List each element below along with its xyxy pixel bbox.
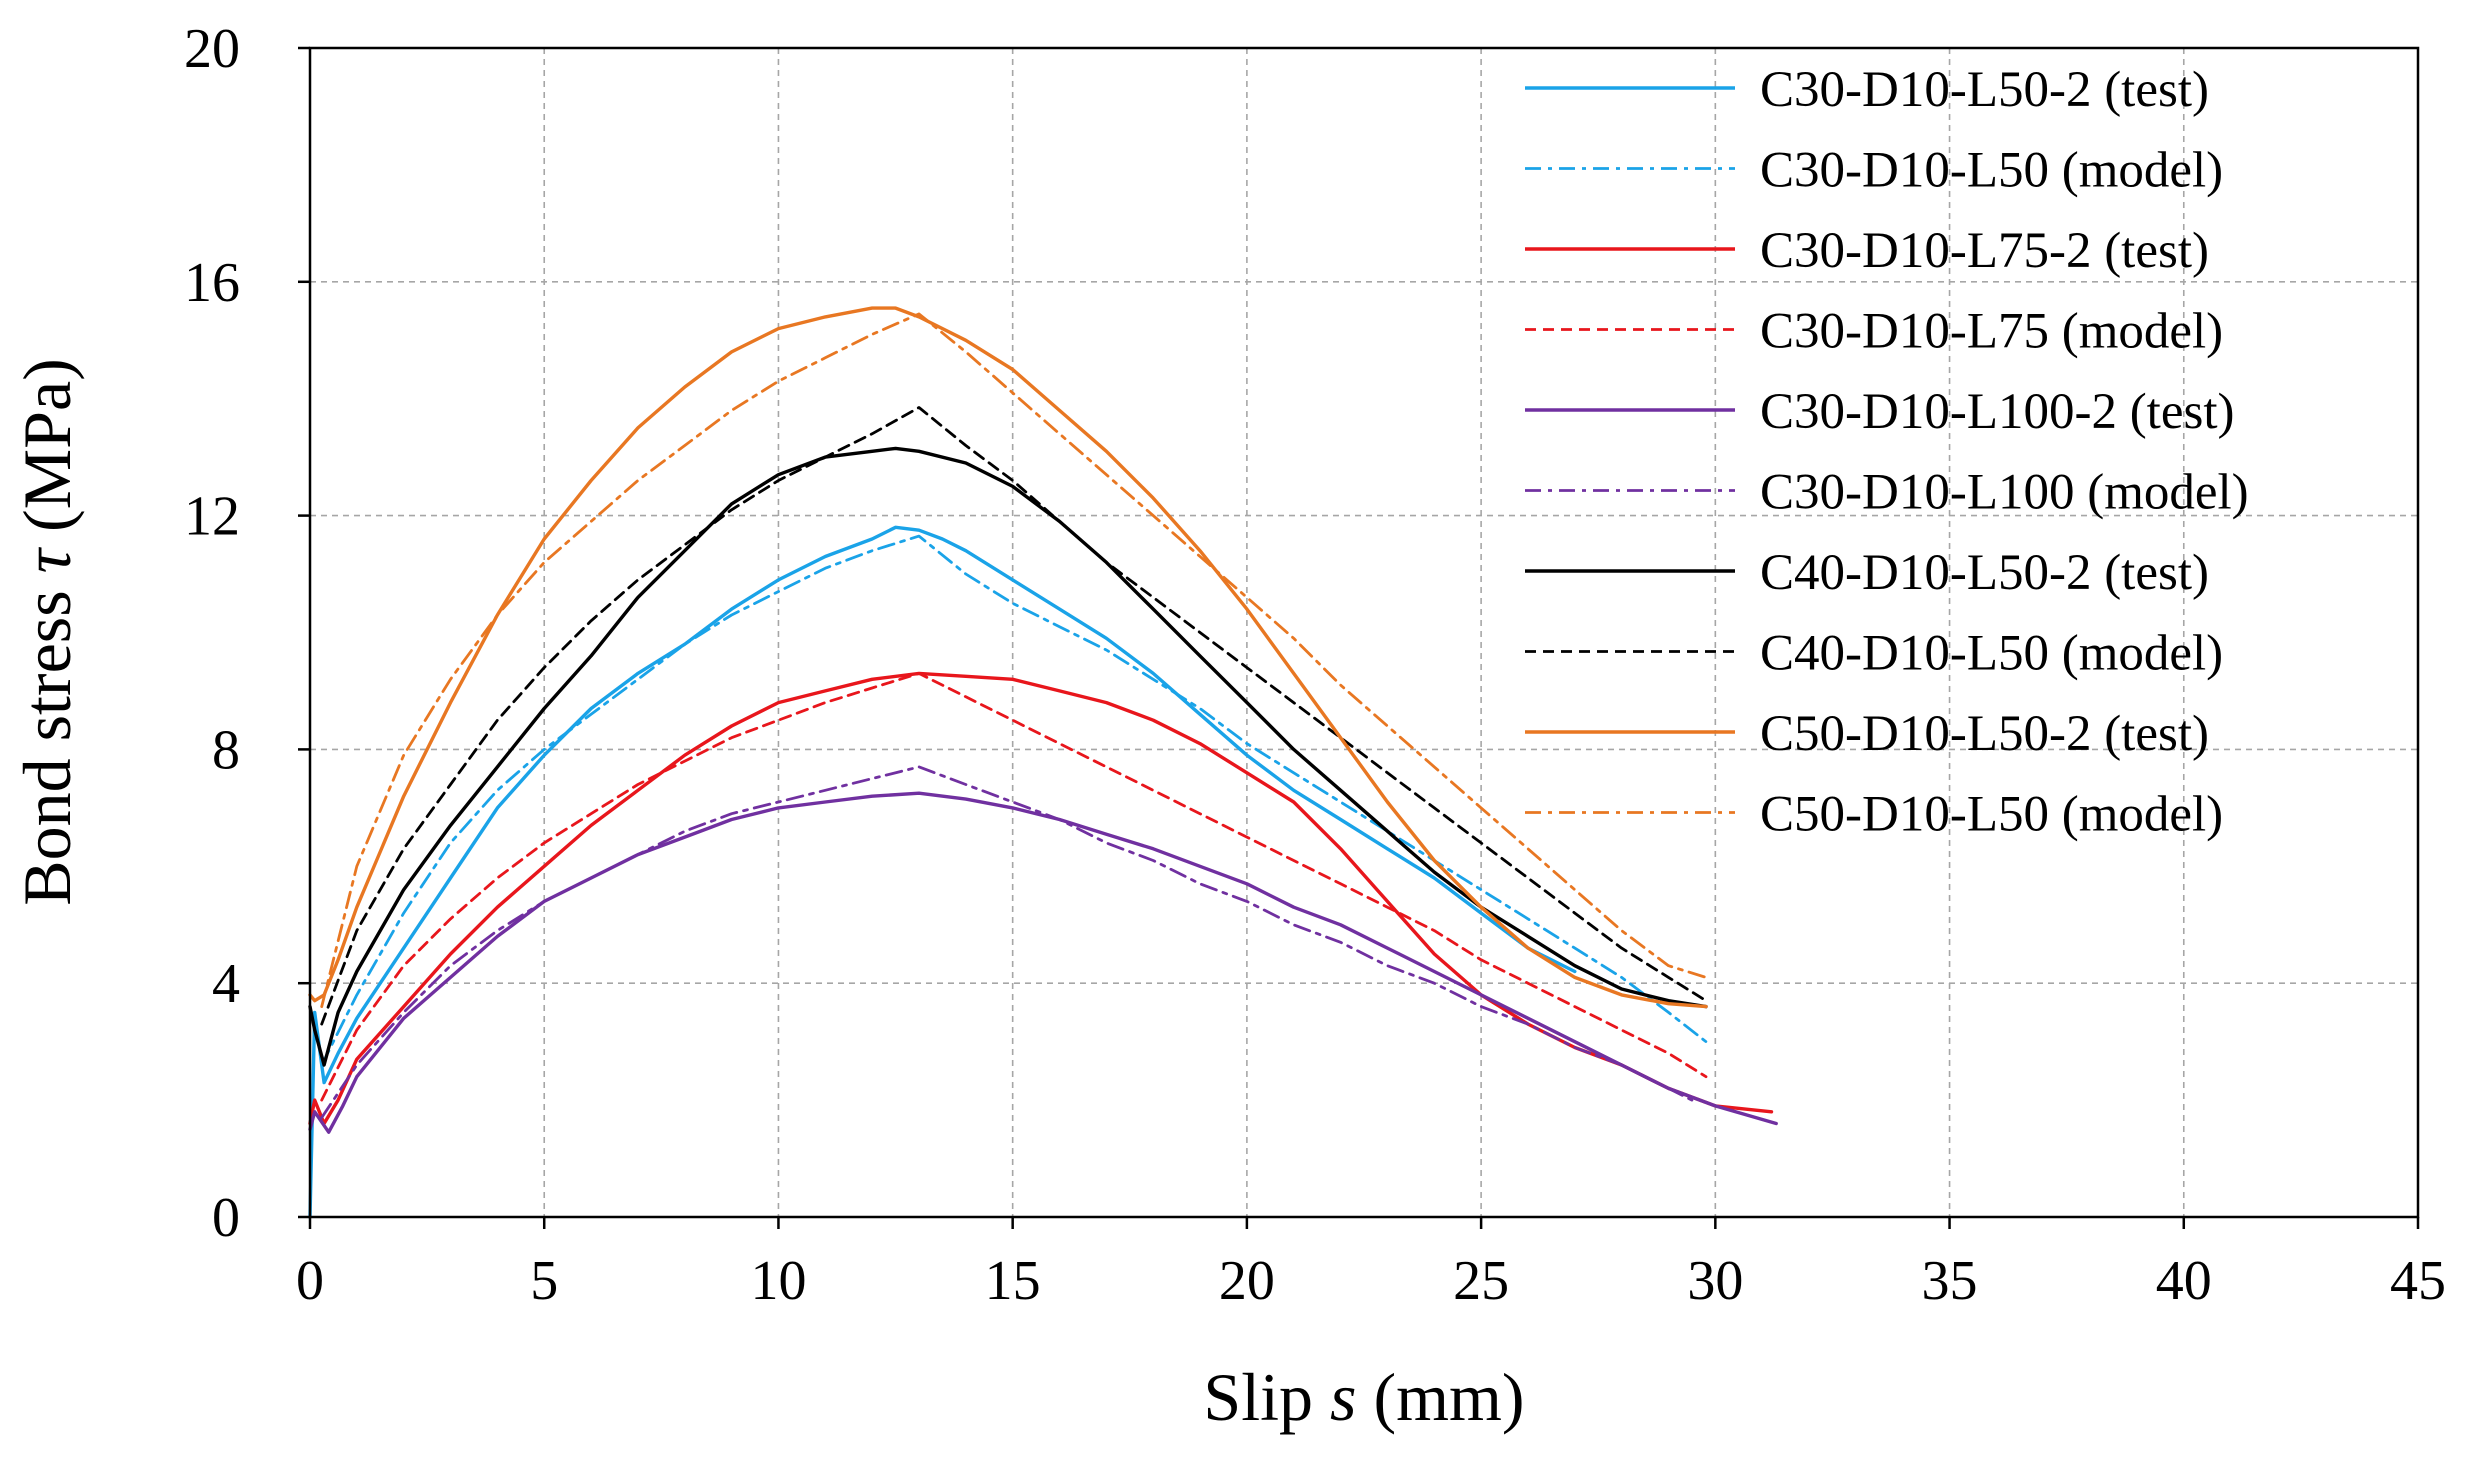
y-tick-label: 12: [184, 486, 240, 548]
x-tick-label: 25: [1453, 1250, 1509, 1312]
legend-label-4: C30-D10-L75 (model): [1760, 304, 2223, 360]
legend-label-7: C40-D10-L50-2 (test): [1760, 545, 2209, 601]
x-tick-label: 30: [1687, 1250, 1743, 1312]
x-tick-label: 5: [530, 1250, 558, 1312]
x-tick-label: 35: [1922, 1250, 1978, 1312]
series-line-6: [320, 765, 1694, 1119]
legend-label-10: C50-D10-L50 (model): [1760, 787, 2223, 843]
x-tick-label: 10: [750, 1250, 806, 1312]
series-line-1: [308, 525, 1577, 1219]
series-line-7: [308, 446, 1708, 1067]
series-line-2: [320, 534, 1708, 1067]
x-axis-title: Slip s (mm): [1203, 1359, 1524, 1435]
tick-layer: 0 5 10 15 20 25 30 35 40 45 0 4 8 12 16 20: [184, 18, 2446, 1312]
x-tick-label: 45: [2390, 1250, 2446, 1312]
y-tick-label: 20: [184, 18, 240, 80]
x-tick-label: 15: [985, 1250, 1041, 1312]
x-tick-label: 40: [2156, 1250, 2212, 1312]
legend: C30-D10-L50-2 (test) C30-D10-L50 (model) C…: [1525, 62, 2249, 843]
series-line-5: [308, 791, 1778, 1134]
x-tick-label: 0: [296, 1250, 324, 1312]
series-line-9: [308, 306, 1708, 1009]
series-line-3: [308, 671, 1774, 1126]
legend-label-2: C30-D10-L50 (model): [1760, 143, 2223, 199]
y-tick-label: 8: [212, 719, 240, 781]
legend-label-9: C50-D10-L50-2 (test): [1760, 706, 2209, 762]
x-tick-label: 20: [1219, 1250, 1275, 1312]
y-axis-title: Bond stress τ (MPa): [9, 358, 85, 906]
y-tick-label: 16: [184, 252, 240, 314]
y-tick-label: 0: [212, 1187, 240, 1249]
legend-label-3: C30-D10-L75-2 (test): [1760, 223, 2209, 279]
grid-layer: [310, 48, 2418, 1217]
legend-label-6: C30-D10-L100 (model): [1760, 465, 2249, 521]
legend-label-8: C40-D10-L50 (model): [1760, 626, 2223, 682]
series-line-10: [320, 312, 1708, 1008]
series-layer: [308, 306, 1778, 1219]
legend-label-1: C30-D10-L50-2 (test): [1760, 62, 2209, 118]
legend-label-5: C30-D10-L100-2 (test): [1760, 384, 2235, 440]
plot-frame: [308, 46, 2420, 1219]
series-line-8: [320, 406, 1708, 1026]
y-tick-label: 4: [212, 953, 240, 1015]
series-line-4: [320, 672, 1708, 1102]
